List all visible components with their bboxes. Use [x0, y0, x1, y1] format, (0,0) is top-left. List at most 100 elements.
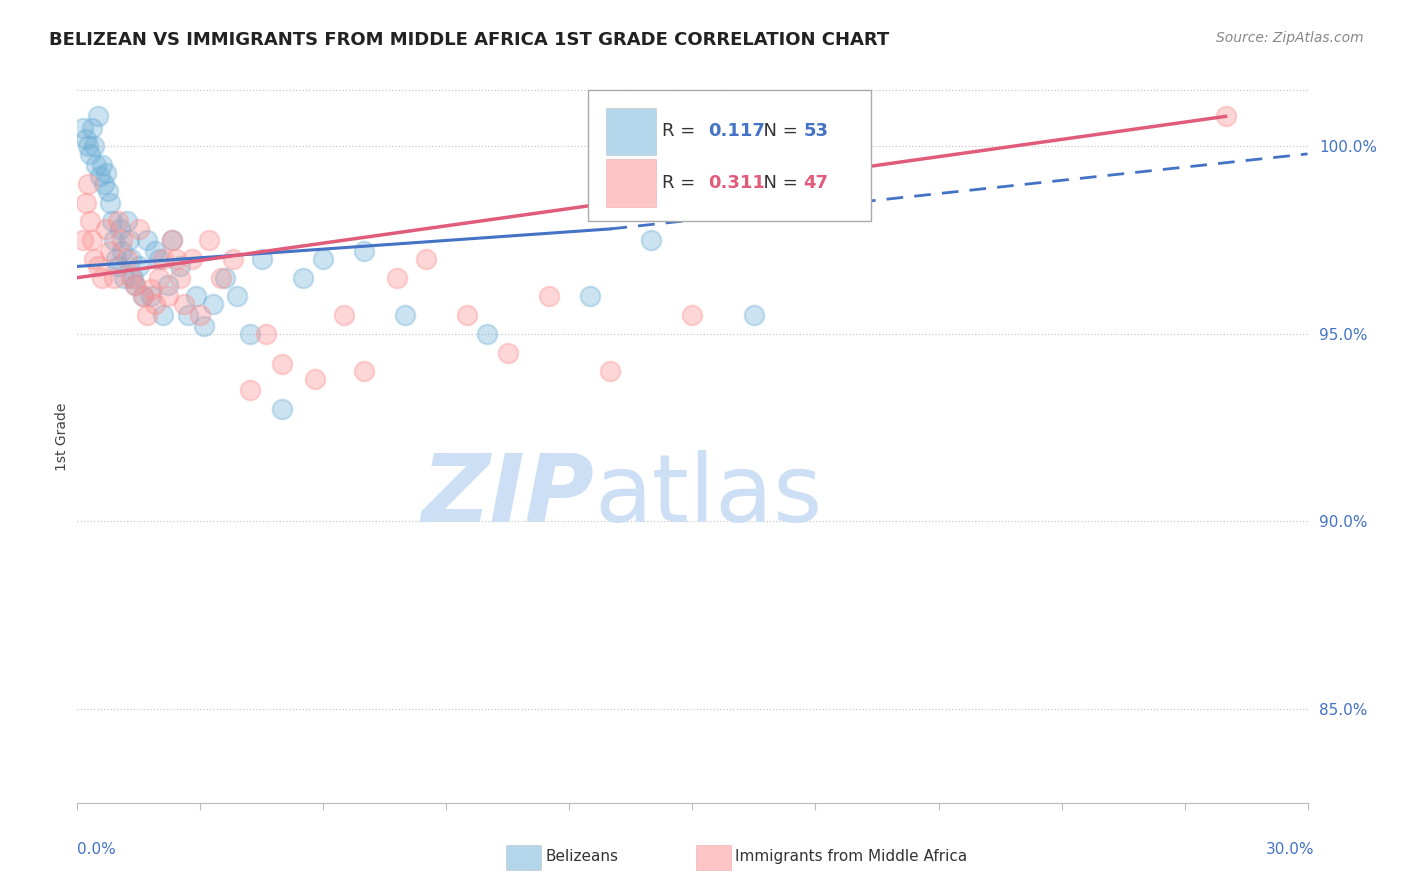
Point: [72, 120, 94, 135]
Point: [173, 297, 195, 311]
Point: [75, 132, 97, 146]
Point: [291, 270, 314, 285]
Point: [75, 195, 97, 210]
Point: [152, 252, 174, 266]
Point: [84, 158, 107, 172]
Point: [103, 270, 125, 285]
Point: [193, 319, 215, 334]
Text: 47: 47: [803, 174, 828, 192]
Point: [239, 383, 262, 397]
Point: [333, 308, 356, 322]
Text: BELIZEAN VS IMMIGRANTS FROM MIDDLE AFRICA 1ST GRADE CORRELATION CHART: BELIZEAN VS IMMIGRANTS FROM MIDDLE AFRIC…: [49, 31, 890, 49]
Point: [94, 222, 117, 236]
Point: [80, 233, 103, 247]
Point: [107, 214, 129, 228]
Point: [111, 233, 134, 247]
Point: [537, 289, 560, 303]
Point: [120, 252, 142, 266]
Point: [177, 308, 200, 322]
FancyBboxPatch shape: [588, 89, 870, 221]
Text: 30.0%: 30.0%: [1267, 842, 1315, 856]
Point: [353, 244, 375, 259]
Text: 0.117: 0.117: [709, 122, 765, 140]
Point: [1215, 109, 1237, 123]
Point: [110, 222, 132, 236]
Point: [186, 289, 208, 303]
Point: [169, 260, 191, 274]
Point: [136, 233, 159, 247]
Point: [496, 345, 519, 359]
Point: [239, 326, 262, 341]
Point: [98, 195, 121, 210]
Bar: [606, 108, 655, 155]
Point: [181, 252, 204, 266]
Point: [132, 289, 155, 303]
Point: [111, 244, 134, 259]
Point: [148, 270, 170, 285]
Point: [114, 270, 136, 285]
Point: [87, 109, 110, 123]
Point: [254, 326, 277, 341]
Point: [226, 289, 249, 303]
Point: [156, 289, 179, 303]
Text: atlas: atlas: [595, 450, 823, 541]
Point: [143, 244, 166, 259]
Point: [271, 401, 294, 416]
Point: [197, 233, 219, 247]
Point: [152, 308, 174, 322]
Point: [599, 364, 621, 378]
Point: [121, 270, 143, 285]
Point: [136, 308, 159, 322]
Text: R =: R =: [662, 122, 700, 140]
Point: [160, 233, 183, 247]
Point: [93, 177, 115, 191]
Point: [128, 222, 150, 236]
Text: N =: N =: [752, 122, 803, 140]
Point: [222, 252, 245, 266]
Point: [477, 326, 499, 341]
Point: [160, 233, 183, 247]
Point: [83, 139, 105, 153]
Point: [201, 297, 224, 311]
Point: [148, 252, 170, 266]
Point: [304, 372, 326, 386]
Point: [132, 289, 155, 303]
Point: [80, 120, 103, 135]
Point: [105, 252, 128, 266]
Text: ZIP: ZIP: [422, 450, 595, 541]
Point: [742, 308, 765, 322]
Text: 53: 53: [803, 122, 828, 140]
Text: Source: ZipAtlas.com: Source: ZipAtlas.com: [1216, 31, 1364, 45]
Point: [117, 233, 139, 247]
Point: [98, 244, 121, 259]
Point: [156, 278, 179, 293]
Y-axis label: 1st Grade: 1st Grade: [55, 403, 69, 471]
Point: [387, 270, 409, 285]
Point: [579, 289, 602, 303]
Point: [394, 308, 416, 322]
Point: [143, 297, 166, 311]
Point: [72, 233, 94, 247]
Point: [165, 252, 187, 266]
Point: [79, 147, 101, 161]
Point: [169, 270, 191, 285]
Point: [90, 270, 114, 285]
Point: [94, 166, 117, 180]
Text: R =: R =: [662, 174, 700, 192]
Point: [87, 260, 110, 274]
Point: [76, 139, 98, 153]
Point: [107, 260, 129, 274]
Bar: [606, 159, 655, 207]
Point: [312, 252, 335, 266]
Point: [83, 252, 105, 266]
Point: [456, 308, 478, 322]
Point: [141, 289, 163, 303]
Point: [214, 270, 236, 285]
Point: [640, 233, 662, 247]
Point: [353, 364, 375, 378]
Point: [124, 278, 146, 293]
Point: [79, 214, 101, 228]
Point: [141, 282, 163, 296]
Point: [188, 308, 212, 322]
Point: [97, 185, 120, 199]
